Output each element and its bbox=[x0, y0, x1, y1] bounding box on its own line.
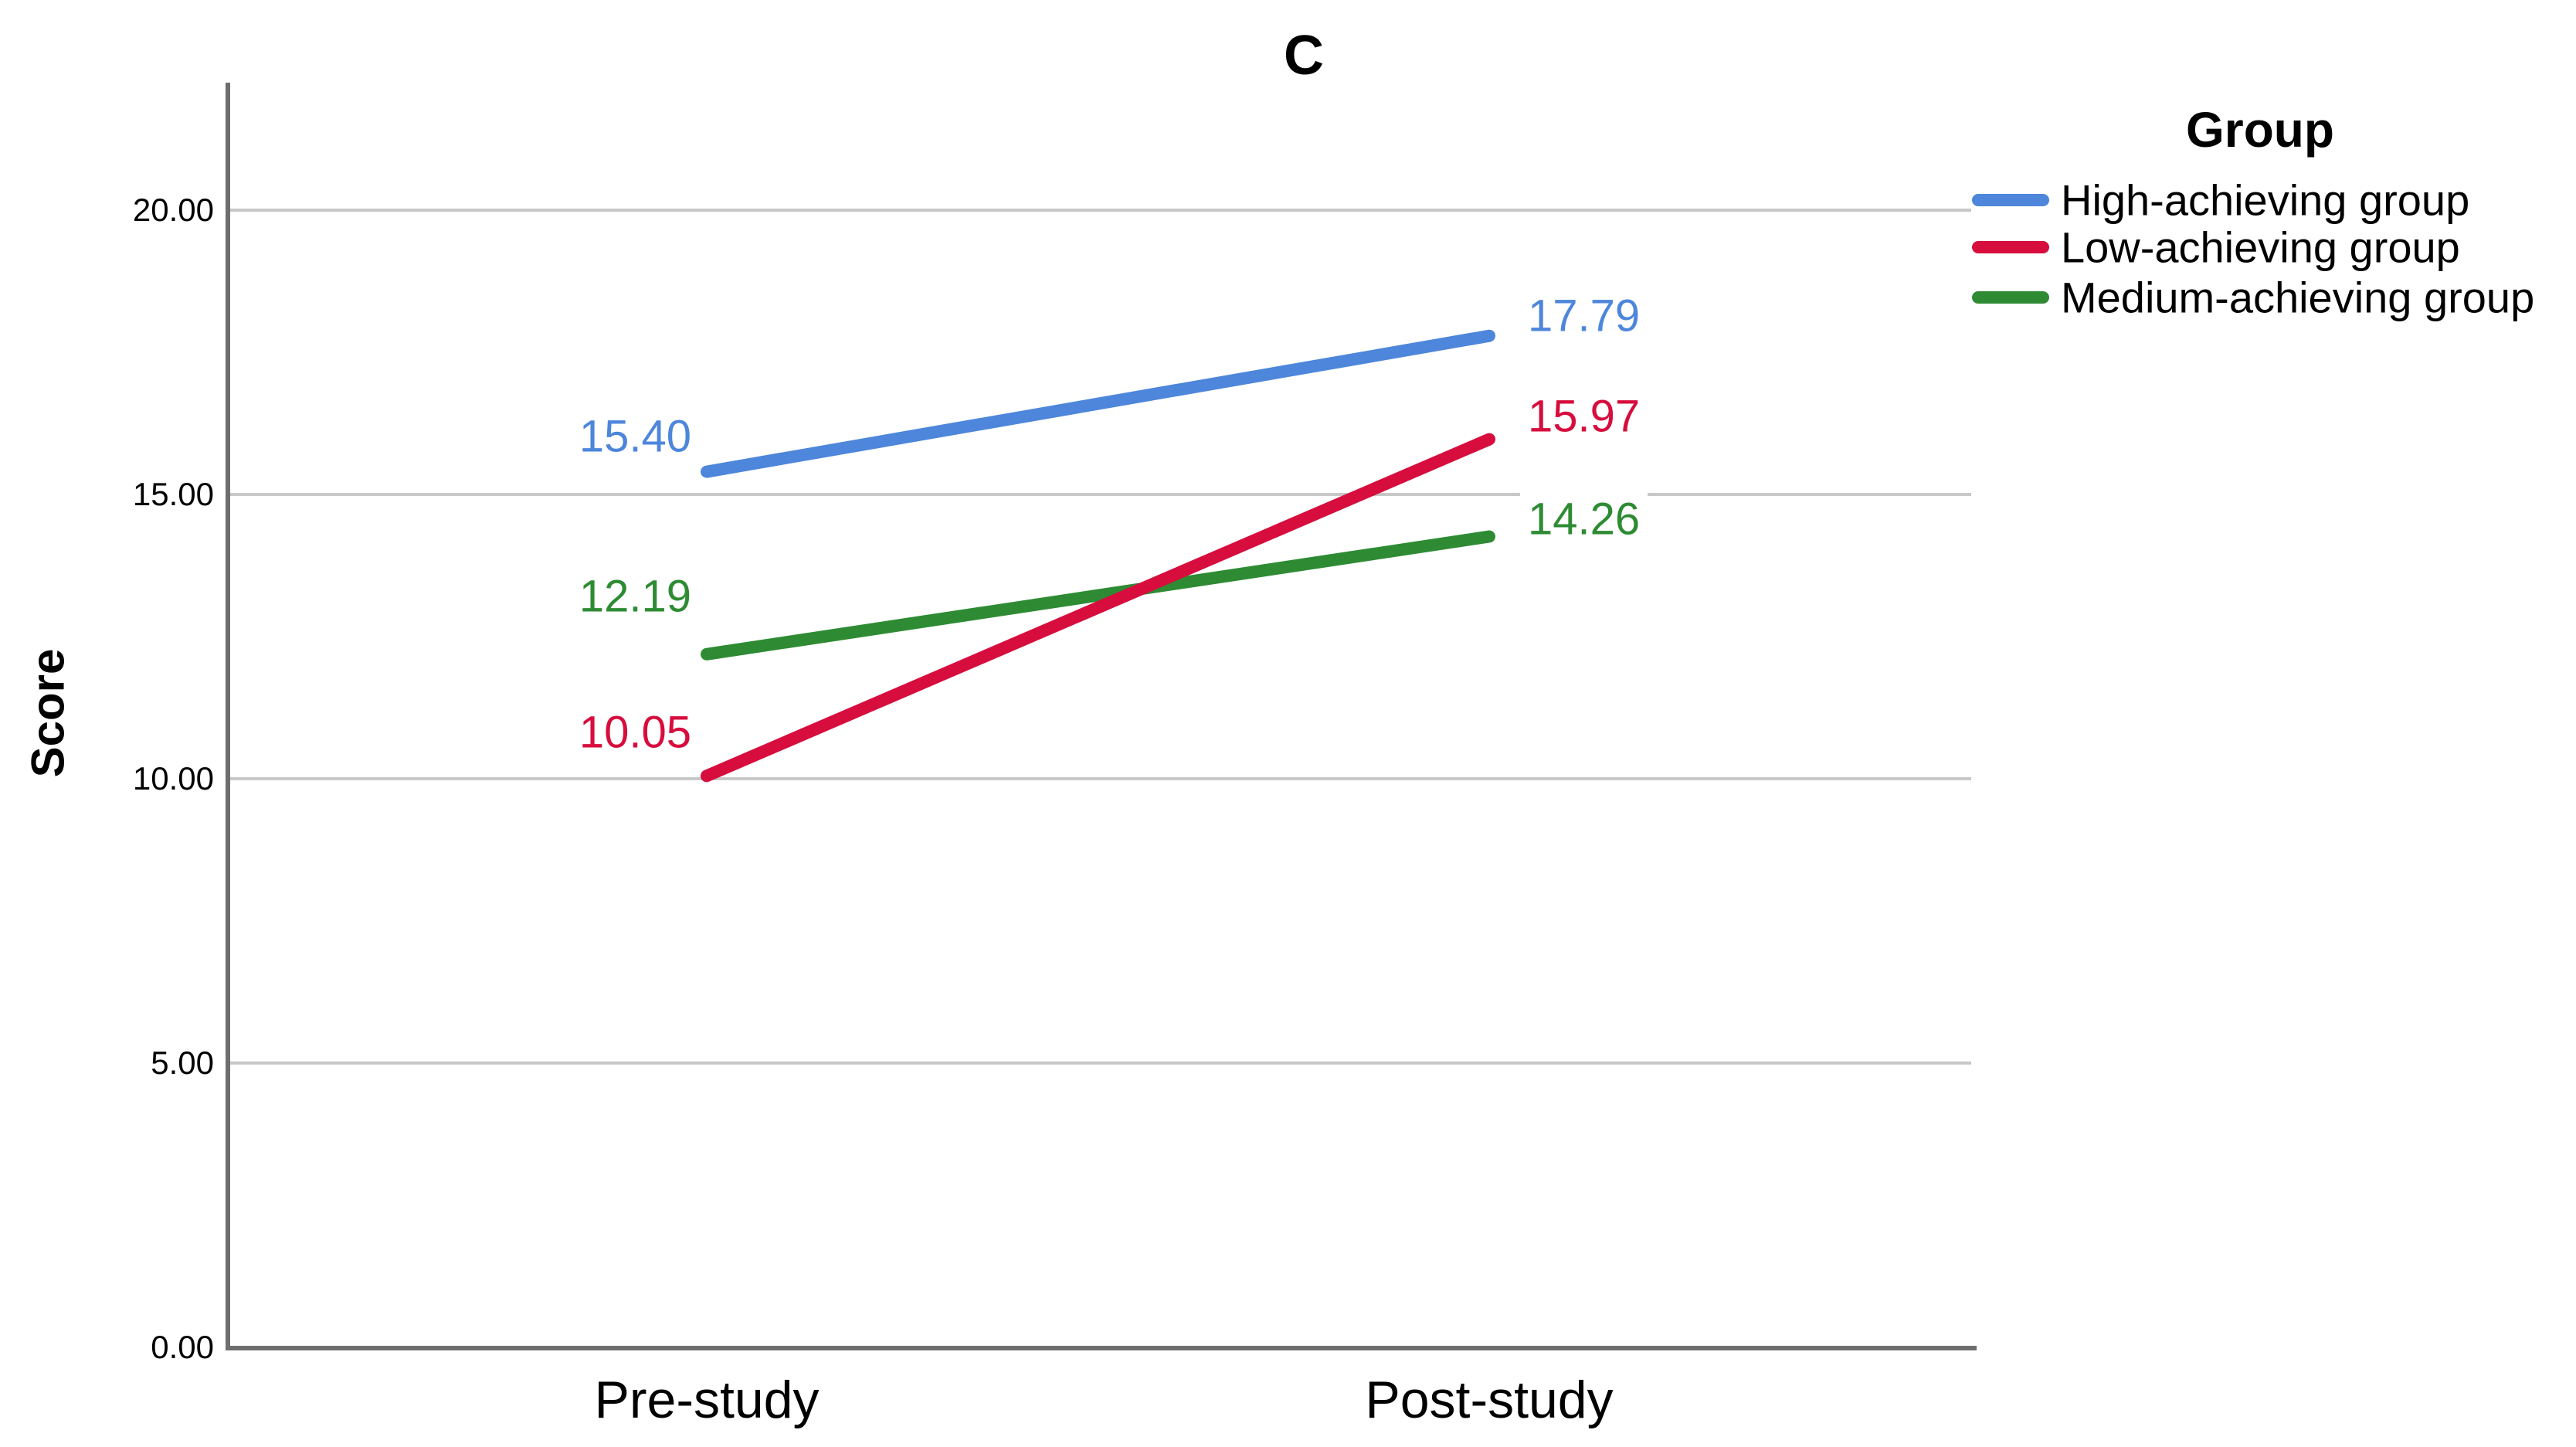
series-line-high-achieving-group bbox=[701, 329, 1495, 478]
legend-swatch-low-achieving bbox=[1972, 241, 2049, 253]
legend-label-low-achieving: Low-achieving group bbox=[2061, 222, 2460, 272]
data-label-medium-post: 14.26 bbox=[1520, 490, 1648, 549]
data-label-high-pre: 15.40 bbox=[571, 407, 699, 466]
legend-title: Group bbox=[2186, 102, 2334, 158]
chart-title: C bbox=[1284, 25, 1324, 87]
data-label-low-pre: 10.05 bbox=[571, 703, 699, 762]
y-axis-title: Score bbox=[22, 648, 74, 778]
legend-label-medium-achieving: Medium-achieving group bbox=[2061, 273, 2535, 322]
legend-label-high-achieving: High-achieving group bbox=[2061, 175, 2470, 225]
y-tick-label-20: 20.00 bbox=[132, 192, 214, 228]
x-category-label-post-study: Post-study bbox=[1365, 1371, 1614, 1429]
y-tick-label-0: 0.00 bbox=[151, 1329, 214, 1365]
y-tick-label-5: 5.00 bbox=[151, 1044, 214, 1081]
data-label-low-post: 15.97 bbox=[1520, 387, 1648, 446]
legend-swatch-medium-achieving bbox=[1972, 291, 2049, 304]
series-line-low-achieving-group bbox=[701, 433, 1495, 783]
data-label-high-post: 17.79 bbox=[1520, 287, 1648, 345]
data-label-medium-pre: 12.19 bbox=[571, 567, 699, 626]
legend-swatch-high-achieving bbox=[1972, 194, 2049, 206]
y-tick-label-15: 15.00 bbox=[132, 476, 214, 512]
series-line-medium-achieving-group bbox=[701, 530, 1495, 661]
x-category-label-pre-study: Pre-study bbox=[594, 1371, 820, 1429]
y-tick-label-10: 10.00 bbox=[132, 760, 214, 797]
